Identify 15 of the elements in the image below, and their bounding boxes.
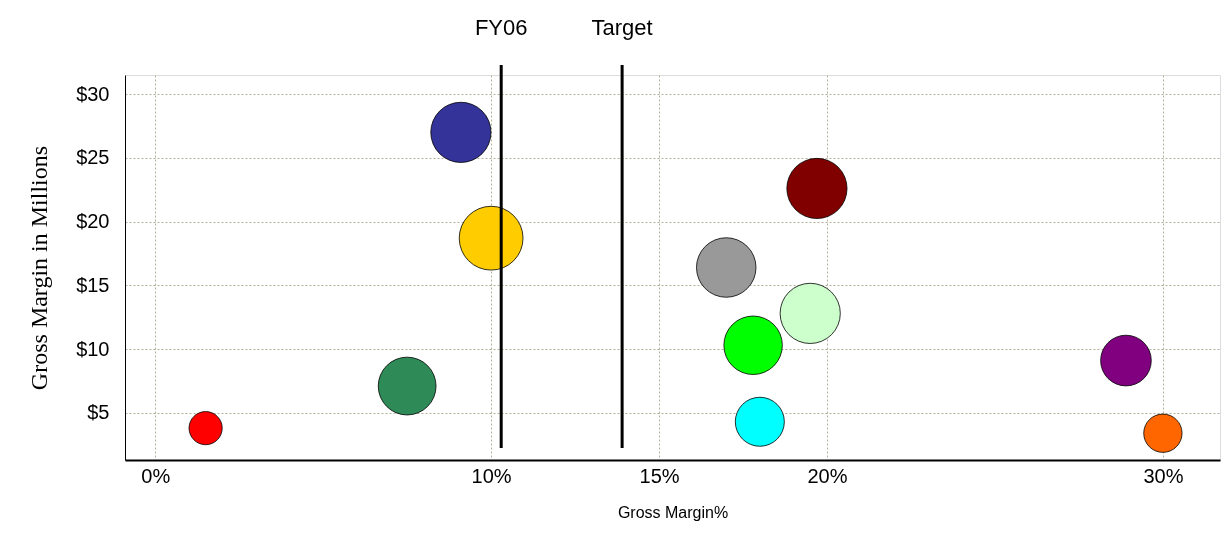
y-axis-title: Gross Margin in Millions [26, 145, 53, 391]
ref-line-label: FY06 [474, 15, 528, 40]
x-tick-label: 0% [141, 464, 171, 487]
x-axis-title: Gross Margin% [617, 503, 729, 521]
y-tick-label: $30 [76, 82, 110, 105]
y-tick-label: $10 [76, 337, 110, 360]
x-tick-label: 15% [639, 464, 680, 487]
y-tick-label: $5 [87, 401, 110, 424]
x-tick-label: 20% [807, 464, 848, 487]
x-tick-label: 10% [471, 464, 512, 487]
x-tick-label: 30% [1143, 464, 1184, 487]
ref-line-label: Target [591, 15, 653, 40]
y-tick-label: $20 [76, 210, 110, 233]
y-tick-label: $15 [76, 273, 110, 296]
y-tick-label: $25 [76, 146, 110, 169]
